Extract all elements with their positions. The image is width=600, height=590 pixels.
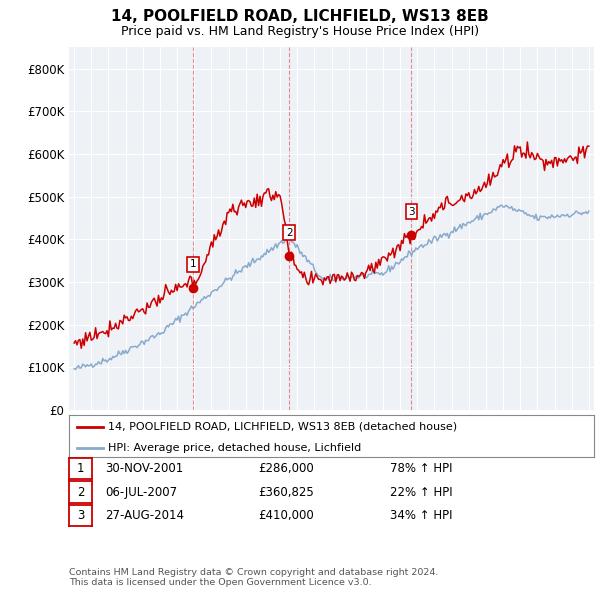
Text: Contains HM Land Registry data © Crown copyright and database right 2024.
This d: Contains HM Land Registry data © Crown c… (69, 568, 439, 587)
Text: 14, POOLFIELD ROAD, LICHFIELD, WS13 8EB: 14, POOLFIELD ROAD, LICHFIELD, WS13 8EB (111, 9, 489, 24)
Text: 14, POOLFIELD ROAD, LICHFIELD, WS13 8EB (detached house): 14, POOLFIELD ROAD, LICHFIELD, WS13 8EB … (109, 422, 458, 432)
Text: 78% ↑ HPI: 78% ↑ HPI (390, 462, 452, 475)
Text: 34% ↑ HPI: 34% ↑ HPI (390, 509, 452, 522)
Text: 1: 1 (190, 260, 196, 270)
Text: 3: 3 (77, 509, 84, 522)
Text: 22% ↑ HPI: 22% ↑ HPI (390, 486, 452, 499)
Text: HPI: Average price, detached house, Lichfield: HPI: Average price, detached house, Lich… (109, 443, 362, 453)
Text: £410,000: £410,000 (258, 509, 314, 522)
Text: 30-NOV-2001: 30-NOV-2001 (105, 462, 183, 475)
Text: £360,825: £360,825 (258, 486, 314, 499)
Text: 2: 2 (286, 228, 293, 238)
Text: 1: 1 (77, 462, 84, 475)
Text: 3: 3 (408, 206, 415, 217)
Text: 27-AUG-2014: 27-AUG-2014 (105, 509, 184, 522)
Text: Price paid vs. HM Land Registry's House Price Index (HPI): Price paid vs. HM Land Registry's House … (121, 25, 479, 38)
Text: 2: 2 (77, 486, 84, 499)
Text: 06-JUL-2007: 06-JUL-2007 (105, 486, 177, 499)
Text: £286,000: £286,000 (258, 462, 314, 475)
